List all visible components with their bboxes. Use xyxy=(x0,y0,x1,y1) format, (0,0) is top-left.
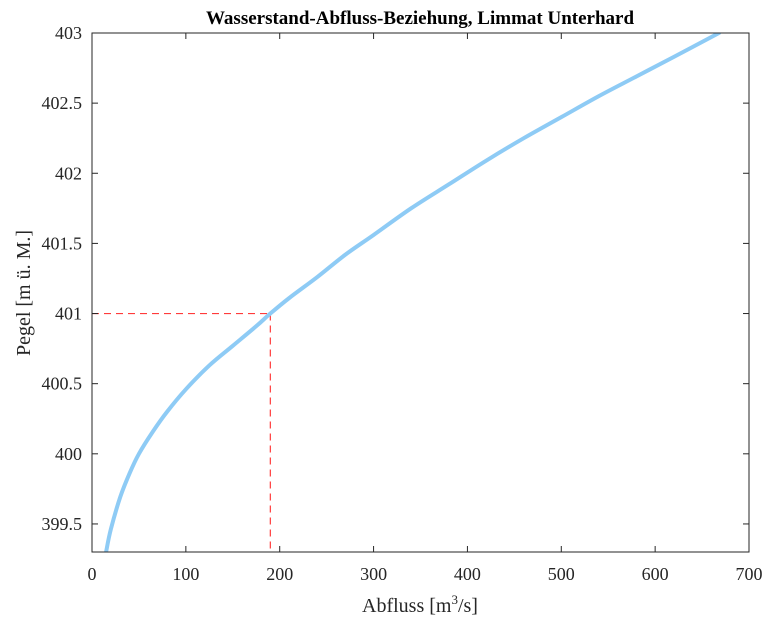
x-axis-title-superscript: 3 xyxy=(451,592,458,607)
y-tick-label: 400 xyxy=(55,444,82,464)
x-axis-title-tail: /s] xyxy=(458,595,478,617)
x-tick-label: 0 xyxy=(88,564,97,584)
y-tick-label: 401.5 xyxy=(42,233,83,253)
x-tick-label: 400 xyxy=(454,564,481,584)
axes: 0 100 200 300 400 500 600 700 399.5 400 400.5 401 40… xyxy=(42,23,763,584)
x-tick-label: 200 xyxy=(266,564,293,584)
axes-box xyxy=(91,32,750,553)
x-tick-label: 600 xyxy=(642,564,669,584)
x-axis-title-base: Abfluss [m xyxy=(362,595,452,617)
rating-curve-line-0 xyxy=(104,33,721,552)
x-tick-label: 700 xyxy=(736,564,763,584)
y-tick-label: 399.5 xyxy=(42,514,83,534)
chart-title: Wasserstand-Abfluss-Beziehung, Limmat Un… xyxy=(206,8,634,29)
y-tick-label: 400.5 xyxy=(42,374,83,394)
y-axis-title: Pegel [m ü. M.] xyxy=(13,230,35,356)
y-tick-label: 402.5 xyxy=(42,93,83,113)
plot-area xyxy=(92,33,721,552)
y-tick-label: 401 xyxy=(55,304,82,324)
x-axis-title: Abfluss [m3/s] xyxy=(362,592,478,617)
y-tick-label: 403 xyxy=(55,23,82,43)
x-tick-label: 100 xyxy=(172,564,199,584)
x-tick-label: 500 xyxy=(548,564,575,584)
y-tick-label: 402 xyxy=(55,163,82,183)
x-tick-label: 300 xyxy=(360,564,387,584)
